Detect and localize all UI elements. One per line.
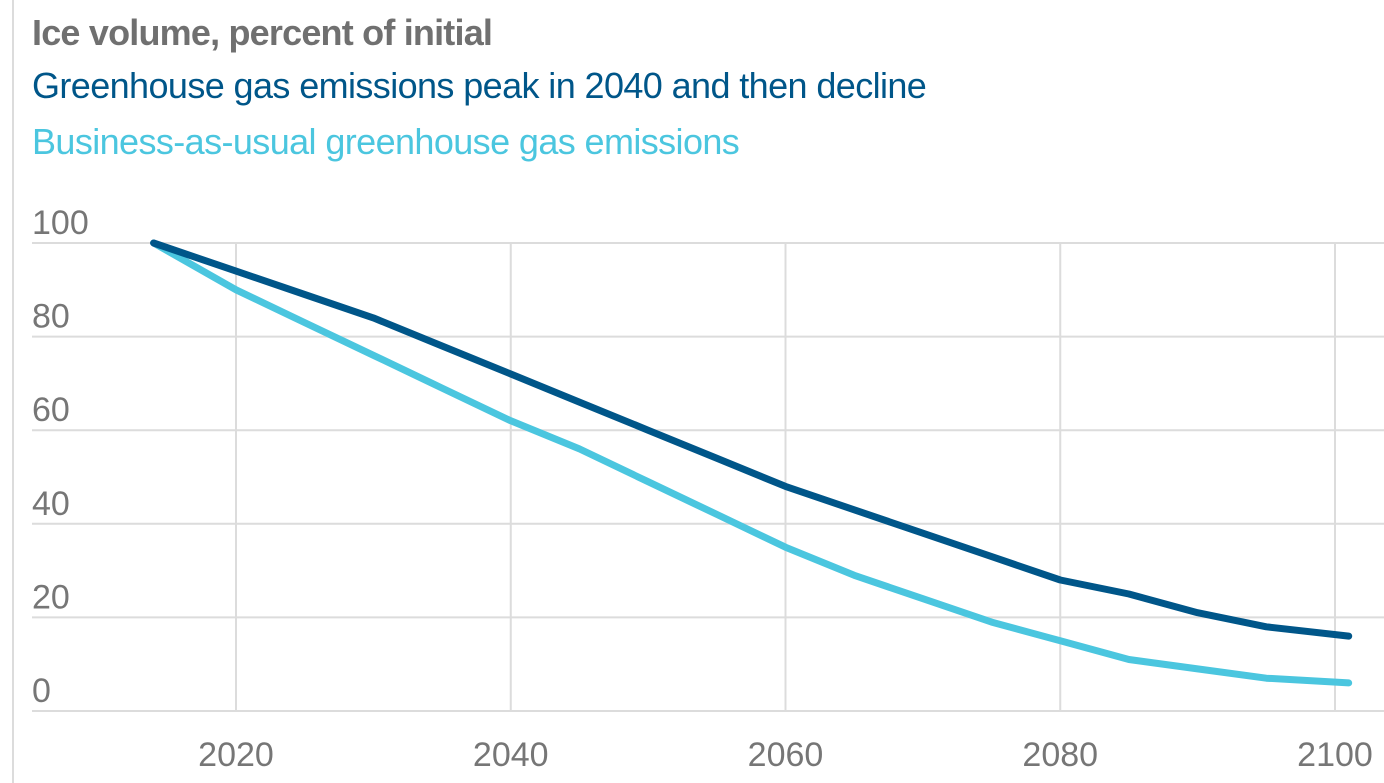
series-line-business-as-usual: [150, 239, 1353, 687]
x-tick-label-2060: 2060: [748, 736, 824, 774]
legend-item-peak-2040: Greenhouse gas emissions peak in 2040 an…: [32, 65, 927, 106]
y-axis-ticks: 100 80 60 40 20 0: [32, 204, 89, 710]
chart-header: Ice volume, percent of initial Greenhous…: [32, 8, 1384, 170]
x-tick-label-2040: 2040: [473, 736, 549, 774]
y-tick-label-80: 80: [32, 298, 70, 336]
y-tick-label-0: 0: [32, 672, 51, 710]
grid: [32, 242, 1384, 712]
series-line-peak-2040: [150, 239, 1353, 640]
x-axis-ticks: 2020 2040 2060 2080 2100: [198, 736, 1373, 774]
x-tick-label-2020: 2020: [198, 736, 274, 774]
left-border: [12, 0, 14, 783]
legend-item-business-as-usual: Business-as-usual greenhouse gas emissio…: [32, 121, 740, 162]
x-tick-label-2080: 2080: [1022, 736, 1098, 774]
y-tick-label-40: 40: [32, 485, 70, 523]
y-tick-label-100: 100: [32, 204, 89, 242]
chart-title: Ice volume, percent of initial: [32, 12, 493, 53]
series: [150, 239, 1353, 687]
x-tick-label-2100: 2100: [1297, 736, 1373, 774]
y-tick-label-60: 60: [32, 391, 70, 429]
y-tick-label-20: 20: [32, 578, 70, 616]
